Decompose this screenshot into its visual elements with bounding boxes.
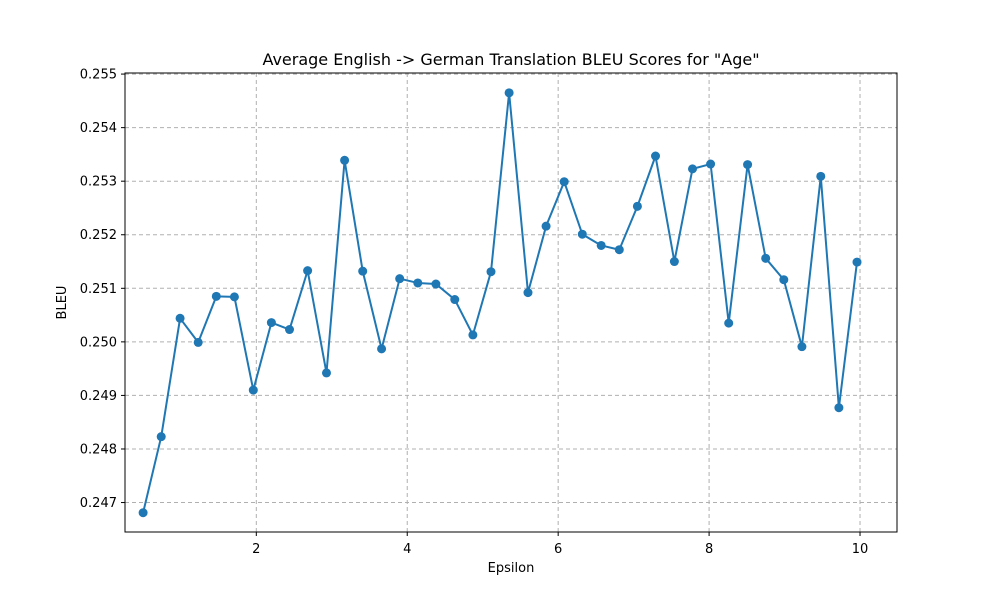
data-point: [541, 221, 551, 231]
data-point: [486, 267, 496, 277]
data-point: [395, 274, 405, 284]
data-point: [852, 257, 862, 267]
data-point: [651, 151, 661, 161]
data-point: [577, 229, 587, 239]
data-point: [229, 292, 239, 302]
data-point: [358, 266, 368, 276]
y-tick-label: 0.250: [80, 335, 117, 350]
data-point: [669, 257, 679, 267]
y-tick-label: 0.248: [80, 442, 117, 457]
data-point: [724, 318, 734, 328]
grid: [125, 73, 897, 532]
y-tick-label: 0.249: [80, 389, 117, 404]
data-point: [193, 337, 203, 347]
data-point: [303, 266, 313, 276]
y-axis: 0.247 0.248 0.249 0.250 0.251 0.252 0.253 0.254…: [80, 68, 125, 511]
data-point: [340, 155, 350, 165]
data-point: [706, 159, 716, 169]
data-point: [156, 432, 166, 442]
plot-frame: [124, 72, 898, 533]
data-point: [743, 160, 753, 170]
data-point: [211, 291, 221, 301]
data-point: [687, 164, 697, 174]
data-point: [248, 385, 258, 395]
x-axis: 2 4 6 8 10: [252, 532, 868, 557]
data-point: [377, 344, 387, 354]
y-tick-label: 0.247: [80, 496, 117, 511]
data-point: [614, 245, 624, 255]
y-tick-label: 0.253: [80, 175, 117, 190]
y-tick-label: 0.255: [80, 68, 117, 83]
data-point: [834, 403, 844, 413]
data-point: [504, 88, 514, 98]
data-point: [779, 275, 789, 285]
data-point: [450, 295, 460, 305]
x-tick-label: 6: [554, 542, 562, 557]
data-point: [285, 325, 295, 335]
data-point: [468, 330, 478, 340]
data-point: [559, 177, 569, 187]
data-point: [266, 318, 276, 328]
data-point: [816, 171, 826, 181]
y-tick-label: 0.252: [80, 228, 117, 243]
data-point: [596, 240, 606, 250]
data-point: [138, 508, 148, 518]
data-point: [175, 313, 185, 323]
data-point: [632, 201, 642, 211]
series-layer: [138, 88, 862, 518]
data-point: [797, 342, 807, 352]
x-tick-label: 2: [252, 542, 260, 557]
series-line: [142, 91, 858, 513]
x-tick-label: 10: [852, 542, 869, 557]
data-point: [413, 278, 423, 288]
data-point: [523, 288, 533, 298]
data-point: [321, 368, 331, 378]
data-point: [431, 279, 441, 289]
x-tick-label: 8: [705, 542, 713, 557]
y-tick-label: 0.251: [80, 282, 117, 297]
y-axis-label: BLEU: [55, 286, 70, 320]
y-tick-label: 0.254: [80, 121, 117, 136]
chart-title: Average English -> German Translation BL…: [262, 50, 759, 69]
data-point: [761, 253, 771, 263]
x-tick-label: 4: [403, 542, 411, 557]
x-axis-label: Epsilon: [488, 561, 535, 576]
